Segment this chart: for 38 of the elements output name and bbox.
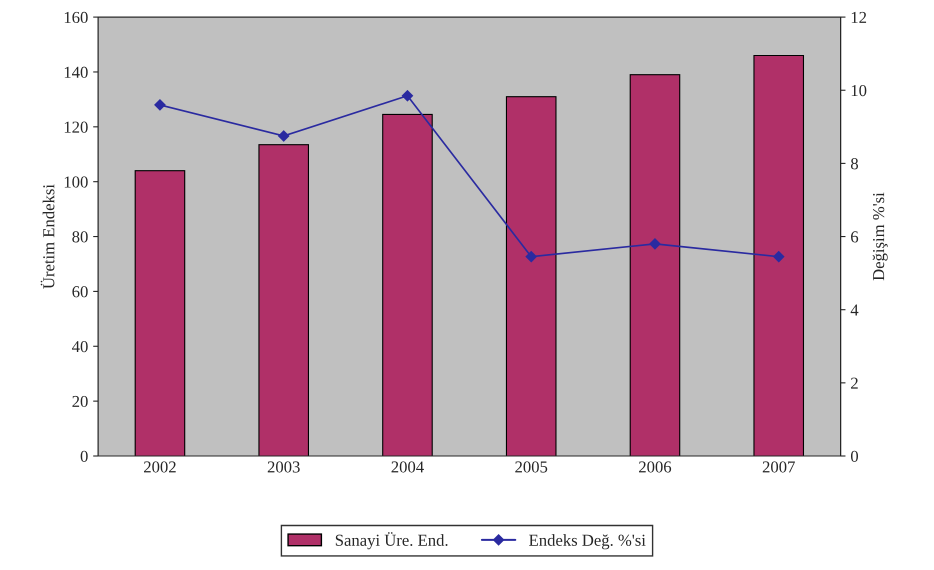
y2-tick-label: 2 <box>851 378 858 389</box>
y-tick-label: 20 <box>72 396 88 408</box>
y-tick-label: 0 <box>80 450 88 462</box>
y-axis-title: Üretim Endeksi <box>40 184 54 289</box>
bar <box>382 114 433 456</box>
y-tick-label: 140 <box>64 66 88 78</box>
bar <box>630 74 680 456</box>
bar <box>506 96 557 456</box>
y-tick-label: 100 <box>64 176 88 188</box>
x-tick-label: 2006 <box>639 461 672 473</box>
bar <box>258 144 310 456</box>
y-tick-label: 80 <box>72 231 88 242</box>
point <box>649 238 661 250</box>
x-tick-label: 2007 <box>762 461 795 473</box>
point <box>154 99 166 110</box>
x-tick-label: 2005 <box>515 461 548 473</box>
bar <box>134 170 186 456</box>
y-tick-label: 160 <box>64 12 88 24</box>
y2-axis-title: Değişim %'si <box>872 192 888 280</box>
y2-tick-label: 0 <box>850 450 858 462</box>
y2-tick-label: 12 <box>852 12 866 23</box>
y2-tick-label: 10 <box>852 84 866 96</box>
point <box>773 251 784 262</box>
x-tick-label: 2004 <box>392 461 424 473</box>
legend-label: Endeks Değ. %'si <box>529 534 646 550</box>
y-tick-label: 60 <box>72 286 88 298</box>
y2-tick-label: 6 <box>851 231 858 242</box>
point <box>402 90 414 102</box>
y2-tick-label: 8 <box>850 158 858 170</box>
y-tick-label: 40 <box>72 340 88 352</box>
legend-label: Sanayi Üre. End. <box>336 532 448 550</box>
point <box>278 130 290 142</box>
y2-tick-label: 4 <box>850 304 858 316</box>
bar <box>753 54 804 456</box>
x-tick-label: 2003 <box>268 461 300 473</box>
point <box>526 251 537 262</box>
x-tick-label: 2002 <box>144 461 176 473</box>
y-tick-label: 120 <box>64 122 88 133</box>
